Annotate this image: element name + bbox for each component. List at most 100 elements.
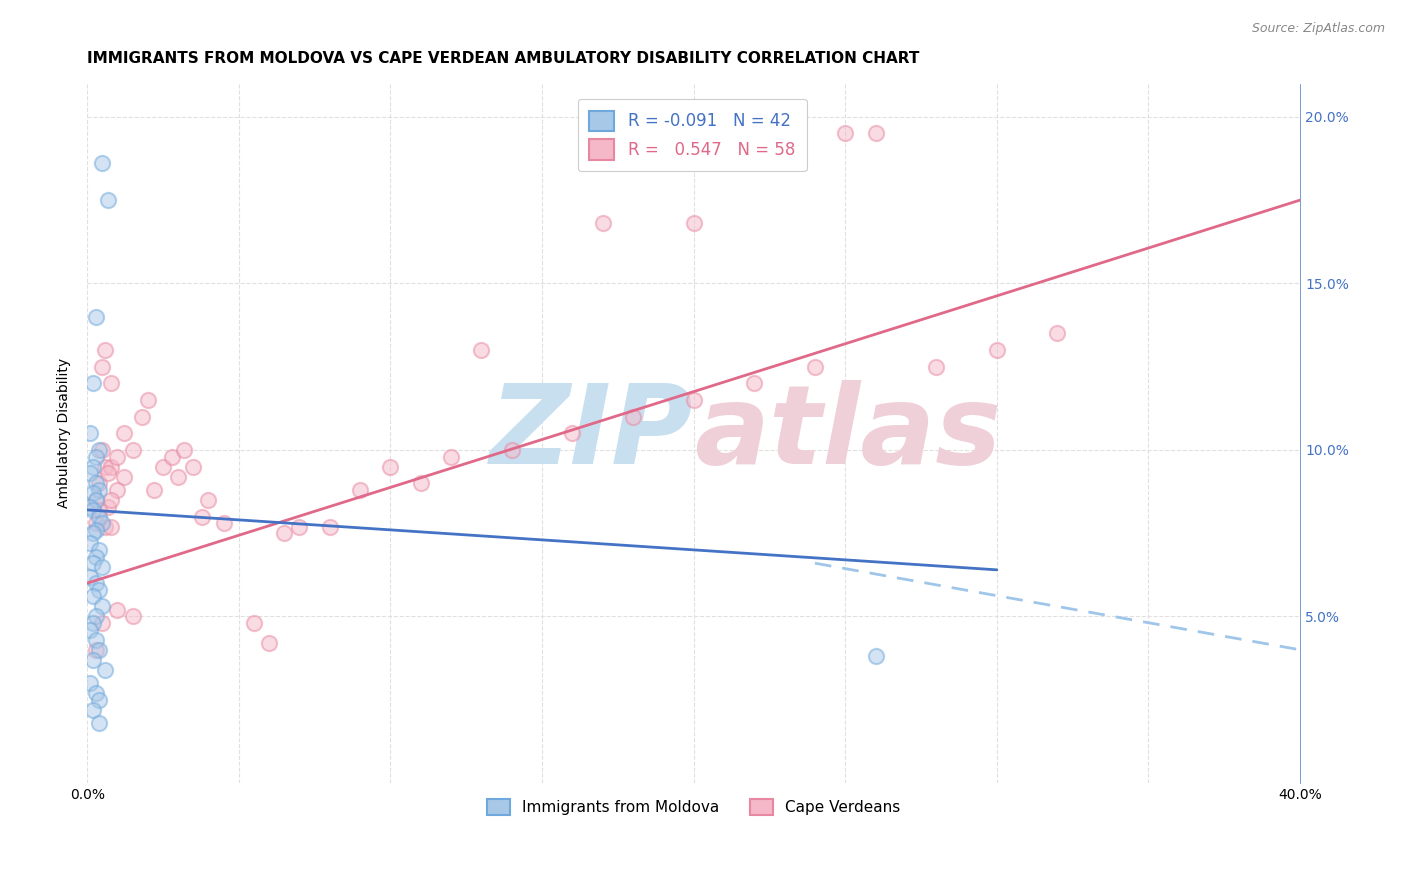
Point xyxy=(84,492,107,507)
Point xyxy=(91,559,114,574)
Point xyxy=(94,519,117,533)
Point xyxy=(84,576,107,591)
Point xyxy=(167,469,190,483)
Point xyxy=(181,459,204,474)
Point xyxy=(107,603,129,617)
Point xyxy=(82,703,104,717)
Point xyxy=(84,450,107,464)
Point xyxy=(89,582,111,597)
Point xyxy=(84,686,107,700)
Point xyxy=(288,519,311,533)
Point xyxy=(94,343,117,357)
Point xyxy=(82,503,104,517)
Point xyxy=(160,450,183,464)
Point xyxy=(91,442,114,457)
Point xyxy=(107,450,129,464)
Y-axis label: Ambulatory Disability: Ambulatory Disability xyxy=(58,359,72,508)
Point xyxy=(89,442,111,457)
Point xyxy=(82,616,104,631)
Point xyxy=(84,632,107,647)
Point xyxy=(97,500,120,514)
Point xyxy=(82,486,104,500)
Point xyxy=(1046,326,1069,341)
Point xyxy=(173,442,195,457)
Point xyxy=(89,692,111,706)
Text: atlas: atlas xyxy=(693,380,1001,487)
Point xyxy=(804,359,827,374)
Point xyxy=(84,523,107,537)
Point xyxy=(84,549,107,564)
Point xyxy=(89,476,111,491)
Point xyxy=(409,476,432,491)
Point xyxy=(91,616,114,631)
Point xyxy=(94,663,117,677)
Point xyxy=(191,509,214,524)
Point xyxy=(97,467,120,481)
Point xyxy=(79,623,101,637)
Point xyxy=(89,509,111,524)
Point xyxy=(82,590,104,604)
Point xyxy=(84,609,107,624)
Point xyxy=(84,516,107,531)
Point xyxy=(621,409,644,424)
Point xyxy=(212,516,235,531)
Point xyxy=(79,467,101,481)
Point xyxy=(682,392,704,407)
Point xyxy=(131,409,153,424)
Point xyxy=(107,483,129,497)
Point xyxy=(273,526,295,541)
Point xyxy=(742,376,765,391)
Point xyxy=(112,469,135,483)
Point xyxy=(561,426,583,441)
Point xyxy=(152,459,174,474)
Point xyxy=(82,653,104,667)
Point xyxy=(79,569,101,583)
Text: IMMIGRANTS FROM MOLDOVA VS CAPE VERDEAN AMBULATORY DISABILITY CORRELATION CHART: IMMIGRANTS FROM MOLDOVA VS CAPE VERDEAN … xyxy=(87,51,920,66)
Point xyxy=(94,459,117,474)
Point xyxy=(89,542,111,557)
Point xyxy=(79,426,101,441)
Point xyxy=(89,642,111,657)
Point xyxy=(89,716,111,731)
Point xyxy=(197,492,219,507)
Point xyxy=(592,216,614,230)
Point xyxy=(79,536,101,550)
Point xyxy=(440,450,463,464)
Point xyxy=(100,519,122,533)
Point xyxy=(82,459,104,474)
Point xyxy=(349,483,371,497)
Point xyxy=(925,359,948,374)
Point xyxy=(257,636,280,650)
Point xyxy=(682,216,704,230)
Point xyxy=(91,156,114,170)
Point xyxy=(100,459,122,474)
Point xyxy=(91,359,114,374)
Point xyxy=(84,476,107,491)
Point xyxy=(100,492,122,507)
Point xyxy=(82,376,104,391)
Text: Source: ZipAtlas.com: Source: ZipAtlas.com xyxy=(1251,22,1385,36)
Point xyxy=(79,500,101,514)
Point xyxy=(470,343,492,357)
Point xyxy=(121,609,143,624)
Text: ZIP: ZIP xyxy=(491,380,693,487)
Point xyxy=(82,526,104,541)
Point xyxy=(501,442,523,457)
Point xyxy=(319,519,342,533)
Point xyxy=(89,503,111,517)
Point xyxy=(79,676,101,690)
Point xyxy=(84,642,107,657)
Point xyxy=(89,483,111,497)
Point xyxy=(865,649,887,664)
Point xyxy=(82,556,104,570)
Point xyxy=(986,343,1008,357)
Point xyxy=(84,492,107,507)
Point xyxy=(84,310,107,324)
Point xyxy=(91,516,114,531)
Point xyxy=(100,376,122,391)
Point xyxy=(121,442,143,457)
Point xyxy=(97,193,120,207)
Point xyxy=(380,459,402,474)
Point xyxy=(136,392,159,407)
Point xyxy=(112,426,135,441)
